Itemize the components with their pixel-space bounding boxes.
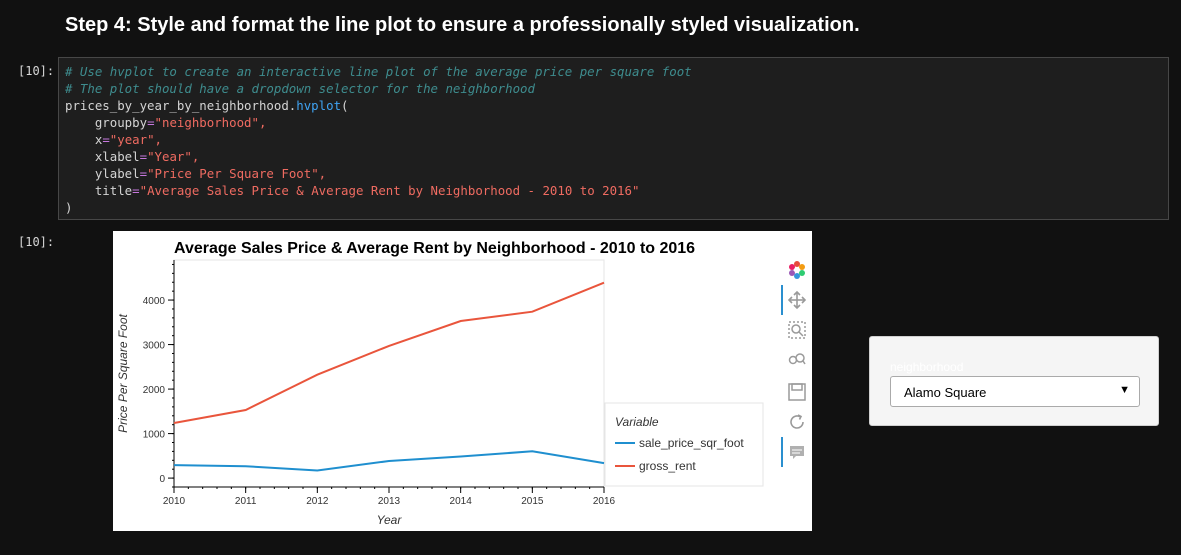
legend-label: gross_rent <box>639 459 696 473</box>
code-comment: # Use hvplot to create an interactive li… <box>65 64 692 79</box>
neighborhood-select[interactable]: Alamo Square ▼ <box>890 376 1140 407</box>
x-tick-label: 2015 <box>521 496 544 507</box>
bokeh-logo-icon[interactable] <box>787 260 807 280</box>
neighborhood-label: neighborhood <box>890 360 964 374</box>
neighborhood-widget: neighborhood Alamo Square ▼ <box>869 336 1159 426</box>
x-tick-label: 2010 <box>163 496 186 507</box>
y-tick-label: 1000 <box>143 430 166 441</box>
input-prompt: [10]: <box>18 64 55 78</box>
code-paren: ( <box>341 98 349 113</box>
x-tick-label: 2012 <box>306 496 329 507</box>
code-object: prices_by_year_by_neighborhood. <box>65 98 297 113</box>
x-tick-label: 2014 <box>450 496 473 507</box>
code-operator: = <box>132 183 140 198</box>
pan-icon[interactable] <box>787 290 807 310</box>
code-arg-value: "Price Per Square Foot", <box>147 166 327 181</box>
y-tick-label: 0 <box>159 474 165 485</box>
code-editor[interactable]: # Use hvplot to create an interactive li… <box>65 63 692 216</box>
legend-box <box>604 402 764 487</box>
series-line-gross_rent <box>173 281 605 424</box>
code-arg-key: ylabel <box>94 166 140 181</box>
code-paren: ) <box>65 200 73 215</box>
reset-icon[interactable] <box>787 412 807 432</box>
code-arg-value: "Year", <box>147 149 200 164</box>
y-tick-label: 4000 <box>143 296 166 307</box>
line-chart[interactable]: Average Sales Price & Average Rent by Ne… <box>113 231 812 531</box>
legend-label: sale_price_sqr_foot <box>639 436 744 450</box>
x-tick-label: 2011 <box>235 496 257 507</box>
y-tick-label: 3000 <box>143 341 166 352</box>
step-heading: Step 4: Style and format the line plot t… <box>65 14 860 36</box>
code-cell[interactable]: # Use hvplot to create an interactive li… <box>58 57 1169 220</box>
series-line-sale_price_sqr_foot <box>173 450 605 472</box>
y-tick-label: 2000 <box>143 385 166 396</box>
output-prompt: [10]: <box>18 235 55 249</box>
active-tool-indicator <box>781 285 783 315</box>
plot-panel[interactable]: Average Sales Price & Average Rent by Ne… <box>113 231 812 531</box>
code-comment: # The plot should have a dropdown select… <box>65 81 535 96</box>
code-arg-key: groupby <box>94 115 148 130</box>
chart-title: Average Sales Price & Average Rent by Ne… <box>174 240 695 257</box>
code-method: hvplot <box>296 98 342 113</box>
code-arg-key: title <box>94 183 133 198</box>
code-operator: = <box>147 115 155 130</box>
box-zoom-icon[interactable] <box>787 320 807 340</box>
active-tool-indicator <box>781 437 783 467</box>
y-axis-label: Price Per Square Foot <box>116 313 130 432</box>
neighborhood-selected-value: Alamo Square <box>904 385 987 400</box>
hover-icon[interactable] <box>787 443 807 463</box>
wheel-zoom-icon[interactable] <box>787 350 807 370</box>
x-tick-label: 2016 <box>593 496 616 507</box>
code-arg-value: "year", <box>109 132 162 147</box>
x-axis-label: Year <box>377 513 403 527</box>
code-arg-value: "neighborhood", <box>154 115 267 130</box>
code-operator: = <box>139 166 148 181</box>
chevron-down-icon: ▼ <box>1119 384 1130 396</box>
code-operator: = <box>102 132 110 147</box>
code-arg-value: "Average Sales Price & Average Rent by N… <box>139 183 640 198</box>
code-arg-key: x <box>94 132 103 147</box>
code-arg-key: xlabel <box>94 149 140 164</box>
save-icon[interactable] <box>787 382 807 402</box>
legend-title: Variable <box>615 415 659 429</box>
code-operator: = <box>139 149 148 164</box>
x-tick-label: 2013 <box>378 496 401 507</box>
